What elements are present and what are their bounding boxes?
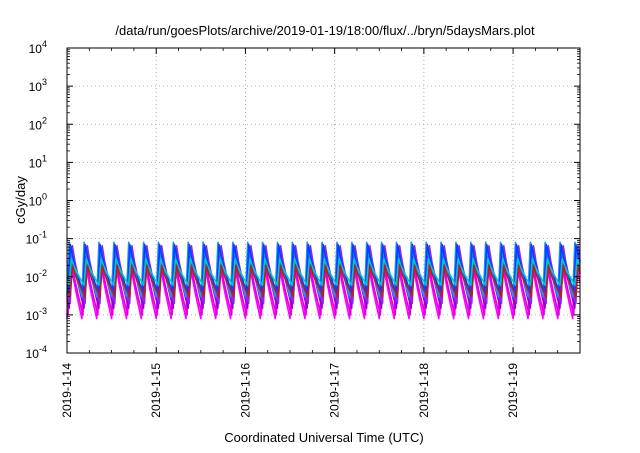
y-tick-label: 104 <box>29 39 47 56</box>
y-tick-base: 10 <box>29 80 43 94</box>
y-tick-base: 10 <box>26 347 40 361</box>
y-tick-exponent: 0 <box>42 192 47 202</box>
x-tick-label: 2019-1-15 <box>149 363 163 418</box>
y-tick-label: 10-3 <box>26 306 47 323</box>
y-tick-label: 103 <box>29 77 47 94</box>
y-tick-base: 10 <box>29 118 43 132</box>
x-tick-label: 2019-1-16 <box>238 363 252 418</box>
x-tick-label: 2019-1-14 <box>60 363 74 418</box>
y-tick-exponent: 1 <box>42 153 47 163</box>
y-tick-base: 10 <box>29 195 43 209</box>
y-tick-exponent: 2 <box>42 115 47 125</box>
plot-area <box>66 241 581 320</box>
y-tick-base: 10 <box>26 271 40 285</box>
y-tick-exponent: -3 <box>39 306 47 316</box>
y-tick-label: 10-4 <box>26 344 47 361</box>
y-tick-exponent: -2 <box>39 268 47 278</box>
y-axis-label: cGy/day <box>13 176 28 224</box>
series-line <box>66 257 581 287</box>
y-tick-base: 10 <box>29 42 43 56</box>
y-tick-label: 101 <box>29 153 47 170</box>
y-tick-exponent: -4 <box>39 344 47 354</box>
y-tick-label: 10-1 <box>26 230 47 247</box>
chart-title: /data/run/goesPlots/archive/2019-01-19/1… <box>115 23 535 38</box>
y-tick-exponent: 4 <box>42 39 47 49</box>
x-tick-label: 2019-1-17 <box>328 363 342 418</box>
y-tick-label: 102 <box>29 115 47 132</box>
x-axis-label: Coordinated Universal Time (UTC) <box>224 430 423 445</box>
y-tick-base: 10 <box>26 309 40 323</box>
y-tick-base: 10 <box>29 156 43 170</box>
x-tick-label: 2019-1-19 <box>506 363 520 418</box>
y-tick-base: 10 <box>26 233 40 247</box>
x-axis: 2019-1-14 2019-1-15 2019-1-16 2019-1-17 2019… <box>60 48 581 418</box>
series-line <box>66 264 581 298</box>
x-tick-label: 2019-1-18 <box>417 363 431 418</box>
y-tick-exponent: -1 <box>39 230 47 240</box>
y-tick-exponent: 3 <box>42 77 47 87</box>
y-tick-label: 10-2 <box>26 268 47 285</box>
y-tick-label: 100 <box>29 192 47 209</box>
